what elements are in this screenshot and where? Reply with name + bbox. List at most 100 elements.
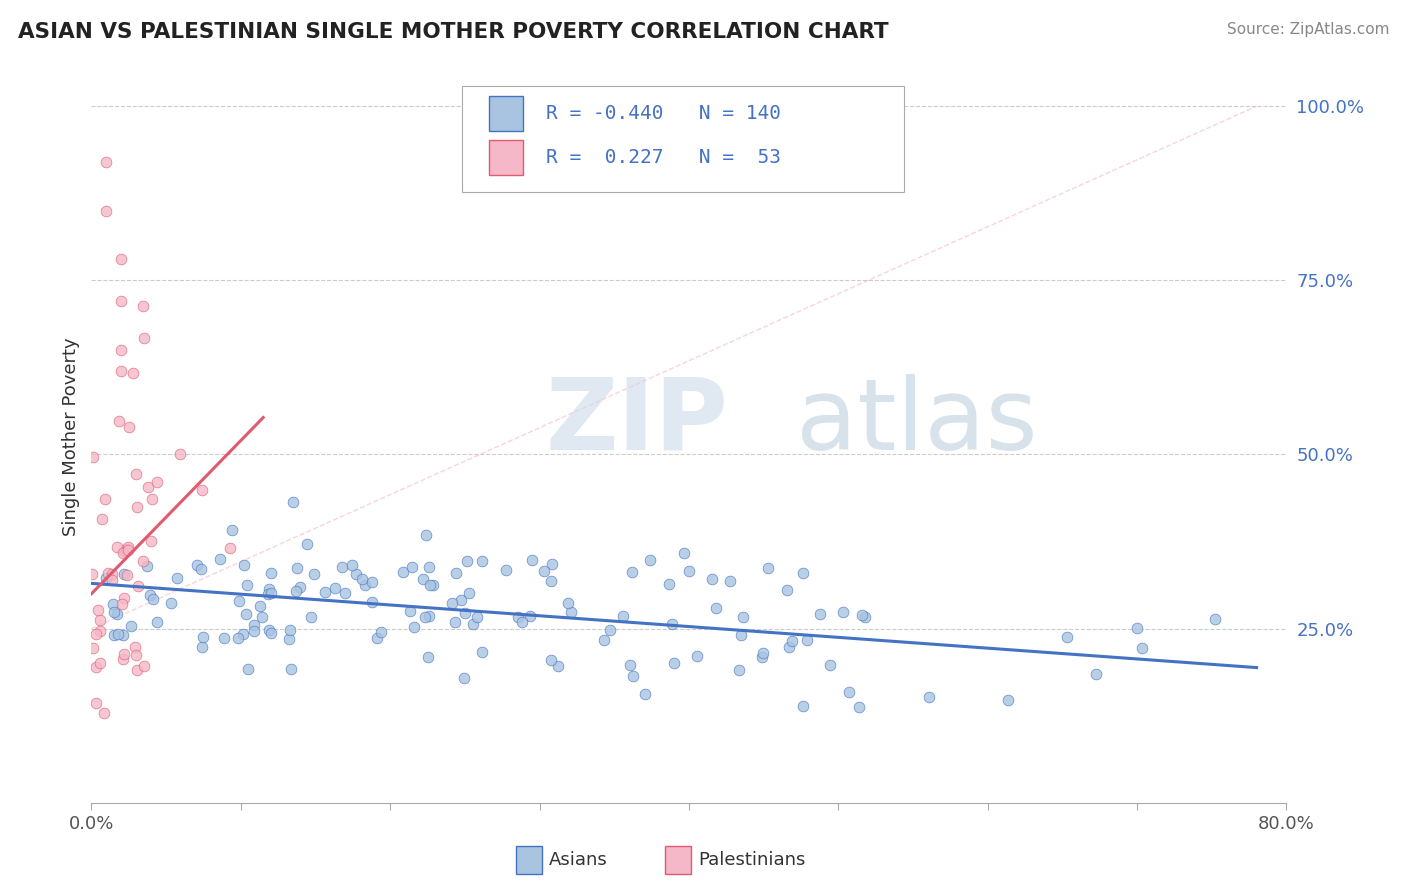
Text: atlas: atlas [796, 374, 1038, 471]
Point [190, 562, 212, 576]
Point [146, 475, 169, 490]
Point [190, 483, 212, 497]
Point [752, 646, 775, 660]
Point [333, 586, 356, 600]
Point [96, 203, 118, 218]
Point [730, 628, 752, 642]
Point [110, 294, 132, 309]
Point [415, 527, 437, 541]
Text: Source: ZipAtlas.com: Source: ZipAtlas.com [1226, 22, 1389, 37]
Point [101, 567, 124, 582]
Point [117, 568, 139, 582]
Point [243, 618, 266, 632]
Point [519, 609, 541, 624]
Point [1126, 621, 1149, 635]
Point [290, 580, 312, 594]
Point [257, 587, 280, 601]
Point [444, 566, 467, 581]
Point [465, 609, 488, 624]
Point [105, 541, 128, 555]
Point [557, 596, 579, 610]
Point [453, 672, 475, 686]
Point [208, 551, 231, 566]
Text: ZIP: ZIP [546, 374, 728, 471]
Point [193, 630, 215, 644]
Point [132, 554, 155, 568]
Point [235, 607, 257, 621]
Point [1085, 666, 1108, 681]
Point [127, 579, 149, 593]
Point [918, 690, 941, 705]
Point [440, 596, 463, 610]
Point [132, 659, 155, 673]
FancyBboxPatch shape [516, 846, 541, 874]
Point [280, 663, 302, 677]
Point [101, 573, 124, 587]
Point [792, 566, 814, 581]
Text: R =  0.227   N =  53: R = 0.227 N = 53 [546, 148, 780, 167]
Point [110, 598, 132, 612]
Text: ASIAN VS PALESTINIAN SINGLE MOTHER POVERTY CORRELATION CHART: ASIAN VS PALESTINIAN SINGLE MOTHER POVER… [18, 22, 889, 42]
Point [412, 573, 434, 587]
Point [89, 657, 111, 671]
Point [314, 584, 336, 599]
Point [228, 594, 250, 608]
Point [169, 447, 191, 461]
Point [141, 492, 163, 507]
Point [619, 658, 641, 673]
Point [621, 668, 644, 682]
Point [658, 576, 681, 591]
Point [139, 534, 162, 549]
Point [621, 565, 644, 579]
Point [89, 613, 111, 627]
Point [419, 578, 441, 592]
Point [593, 632, 616, 647]
Point [401, 560, 423, 574]
Point [540, 653, 562, 667]
Point [117, 540, 139, 554]
Point [110, 364, 132, 378]
Point [299, 609, 322, 624]
Point [612, 609, 634, 624]
Point [678, 564, 700, 578]
Point [93, 706, 115, 720]
Point [257, 623, 280, 637]
Point [353, 578, 375, 592]
Point [186, 558, 208, 573]
Point [138, 588, 160, 602]
Point [249, 599, 271, 614]
Point [84, 627, 107, 641]
Point [422, 578, 444, 592]
Point [756, 561, 779, 575]
Point [344, 566, 367, 581]
Point [97, 566, 120, 581]
Point [125, 663, 148, 677]
Point [471, 645, 494, 659]
Point [221, 523, 243, 537]
Point [838, 685, 860, 699]
Point [522, 553, 544, 567]
Point [352, 572, 374, 586]
Point [780, 634, 803, 648]
Point [728, 663, 751, 677]
Point [236, 578, 259, 592]
Point [191, 640, 214, 654]
Point [686, 648, 709, 663]
Point [142, 591, 165, 606]
Point [232, 626, 254, 640]
Text: Palestinians: Palestinians [699, 851, 806, 869]
Point [96, 155, 118, 169]
Point [105, 607, 128, 621]
Point [418, 559, 440, 574]
Point [470, 554, 492, 568]
Point [260, 566, 283, 580]
Point [112, 628, 135, 642]
Point [243, 624, 266, 639]
Point [233, 558, 256, 573]
Point [776, 583, 799, 598]
Point [112, 647, 135, 661]
Point [94, 491, 117, 506]
Point [89, 624, 111, 638]
Point [323, 581, 346, 595]
Point [547, 659, 569, 673]
